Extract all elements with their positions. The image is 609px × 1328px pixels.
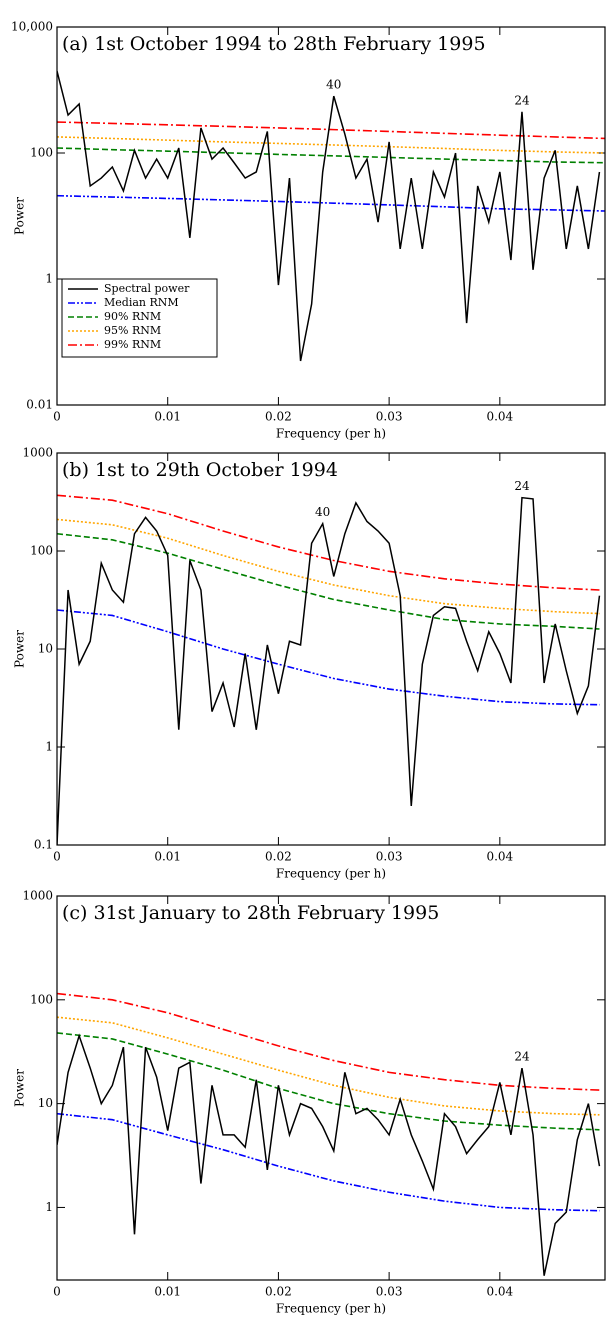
series-line (57, 518, 600, 615)
annotation: 40 (326, 78, 341, 92)
chart-title: (b) 1st to 29th October 1994 (62, 459, 338, 481)
y-tick-label: 100 (30, 146, 53, 160)
x-axis-label: Frequency (per h) (276, 867, 386, 881)
y-tick-label: 1000 (22, 446, 53, 460)
series-line (57, 532, 600, 630)
y-tick-label: 1 (45, 272, 53, 286)
series-line (57, 494, 600, 591)
chart-title: (a) 1st October 1994 to 28th February 19… (62, 33, 486, 55)
legend-label: Median RNM (104, 296, 179, 309)
plot-frame (56, 452, 606, 846)
series-line (57, 496, 601, 845)
x-tick-label: 0.02 (265, 410, 292, 424)
y-tick-label: 0.01 (26, 398, 53, 412)
plot-frame (56, 895, 606, 1281)
series-line (57, 1112, 600, 1212)
y-tick-label: 0.1 (34, 838, 53, 852)
panel: 0.1 1 10 100 1000 0 0.01 0.02 0.03 0.04 Frequency … (13, 446, 606, 881)
y-tick-label: 10 (38, 1096, 53, 1110)
x-tick-label: 0 (53, 850, 61, 864)
legend-box (61, 278, 218, 358)
x-tick-label: 0.02 (265, 1285, 292, 1299)
plot-frame (56, 26, 606, 406)
series-line (57, 1033, 601, 1276)
series-line (57, 992, 600, 1091)
x-tick-label: 0 (53, 1285, 61, 1299)
annotation: 24 (514, 93, 530, 107)
x-tick-label: 0.03 (376, 410, 403, 424)
annotation: 40 (315, 505, 330, 519)
y-tick-label: 1000 (22, 889, 53, 903)
y-tick-label: 1 (45, 740, 53, 754)
y-tick-label: 10 (38, 642, 53, 656)
annotation: 24 (514, 1050, 530, 1064)
series-line (57, 70, 601, 362)
x-tick-label: 0.04 (486, 850, 513, 864)
series-line (57, 1016, 600, 1116)
x-tick-label: 0.02 (265, 850, 292, 864)
x-tick-label: 0.01 (154, 850, 181, 864)
annotation: 24 (514, 479, 530, 493)
x-tick-label: 0.01 (154, 410, 181, 424)
legend-label: 99% RNM (104, 338, 161, 351)
chart-title: (c) 31st January to 28th February 1995 (62, 902, 439, 924)
series-line (57, 1032, 600, 1131)
legend-label: 95% RNM (104, 324, 161, 337)
y-tick-label: 100 (30, 544, 53, 558)
x-tick-label: 0.03 (376, 1285, 403, 1299)
panel: 1 10 100 1000 0 0.01 0.02 0.03 0.04 Frequency (pe… (13, 889, 606, 1316)
y-axis-label: Power (13, 630, 27, 668)
x-tick-label: 0.04 (486, 410, 513, 424)
x-tick-label: 0.01 (154, 1285, 181, 1299)
y-tick-label: 100 (30, 992, 53, 1006)
series-line (57, 194, 605, 212)
y-tick-label: 10,000 (11, 20, 53, 34)
y-tick-label: 1 (45, 1200, 53, 1214)
legend-label: 90% RNM (104, 310, 161, 323)
y-axis-label: Power (13, 197, 27, 235)
series-line (57, 121, 605, 140)
x-axis-label: Frequency (per h) (276, 1302, 386, 1316)
series-line (57, 609, 600, 706)
x-tick-label: 0.04 (486, 1285, 513, 1299)
x-axis-label: Frequency (per h) (276, 427, 386, 441)
x-tick-label: 0.03 (376, 850, 403, 864)
legend-label: Spectral power (104, 282, 190, 295)
x-tick-label: 0 (53, 410, 61, 424)
y-axis-label: Power (13, 1069, 27, 1107)
series-line (57, 136, 605, 154)
